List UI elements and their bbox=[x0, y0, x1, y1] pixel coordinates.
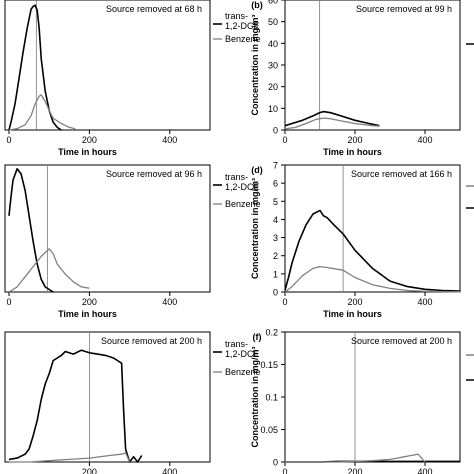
series-line-gray bbox=[8, 248, 90, 293]
x-tick-label: 400 bbox=[162, 135, 177, 145]
y-tick-label: 0.1 bbox=[265, 393, 278, 403]
panel-label: (d) bbox=[251, 165, 263, 175]
x-axis-label: Time in hours bbox=[58, 309, 117, 319]
x-tick-label: 200 bbox=[82, 135, 97, 145]
x-axis-label: Time in hours bbox=[323, 147, 382, 157]
y-tick-label: 0.15 bbox=[260, 360, 278, 370]
y-tick-label: 0 bbox=[273, 288, 278, 298]
y-tick-label: 0 bbox=[273, 126, 278, 136]
x-tick-label: 200 bbox=[82, 467, 97, 474]
x-tick-label: 0 bbox=[282, 467, 287, 474]
x-tick-label: 400 bbox=[417, 297, 432, 307]
source-removed-annotation: Source removed at 200 h bbox=[101, 336, 202, 346]
y-tick-label: 7 bbox=[273, 161, 278, 171]
series-line-dark bbox=[8, 168, 54, 293]
y-axis-label: Concentration in mg/m³ bbox=[250, 346, 260, 447]
source-removed-annotation: Source removed at 68 h bbox=[106, 4, 202, 14]
panel-label: (f) bbox=[253, 332, 262, 342]
y-tick-label: 6 bbox=[273, 179, 278, 189]
y-tick-label: 30 bbox=[268, 61, 278, 71]
plot-frame bbox=[4, 164, 211, 293]
y-tick-label: 4 bbox=[273, 215, 278, 225]
plot-frame bbox=[4, 0, 211, 131]
source-removed-annotation: Source removed at 99 h bbox=[356, 4, 452, 14]
series-line-dark bbox=[8, 4, 62, 131]
panel-b: 0 10 20 30 40 50 60 Concentration in mg/m³ 0 200 4… bbox=[250, 0, 461, 157]
series-line-gray bbox=[284, 117, 380, 130]
y-tick-label: 2 bbox=[273, 251, 278, 261]
legend-label: Benzene bbox=[225, 199, 261, 209]
legend-label: Benzene bbox=[225, 367, 261, 377]
x-tick-label: 400 bbox=[417, 135, 432, 145]
y-tick-label: 50 bbox=[268, 17, 278, 27]
x-tick-label: 0 bbox=[282, 135, 287, 145]
y-tick-label: 60 bbox=[268, 0, 278, 6]
panel-f: 0 0.05 0.1 0.15 0.2 Concentration in mg/m³ 0 20… bbox=[250, 328, 461, 474]
panel-label: (b) bbox=[251, 0, 263, 10]
legend-label: trans-1,2-DCE bbox=[225, 339, 260, 359]
source-removed-annotation: Source removed at 166 h bbox=[351, 169, 452, 179]
legend-label: trans-1,2-DCE bbox=[225, 11, 260, 31]
x-tick-label: 400 bbox=[417, 467, 432, 474]
y-tick-label: 20 bbox=[268, 82, 278, 92]
y-tick-label: 0.2 bbox=[265, 328, 278, 338]
plot-frame bbox=[284, 331, 461, 463]
panel-a: 0 200 400 Time in hours Source removed at 68… bbox=[4, 0, 261, 157]
legend-label: trans-1,2-DCE bbox=[225, 172, 260, 192]
panel-c: 0 200 400 Time in hours Source removed at 96… bbox=[4, 164, 261, 319]
x-tick-label: 200 bbox=[347, 467, 362, 474]
y-tick-label: 0 bbox=[273, 458, 278, 468]
series-line-dark bbox=[8, 349, 143, 463]
series-line-gray bbox=[9, 452, 131, 463]
source-removed-annotation: Source removed at 96 h bbox=[106, 169, 202, 179]
y-tick-label: 1 bbox=[273, 269, 278, 279]
y-tick-label: 40 bbox=[268, 39, 278, 49]
x-axis-label: Time in hours bbox=[323, 309, 382, 319]
plot-frame bbox=[284, 164, 461, 293]
x-tick-label: 0 bbox=[7, 297, 12, 307]
x-tick-label: 200 bbox=[82, 297, 97, 307]
series-line-gray bbox=[8, 94, 76, 131]
y-axis-label: Concentration in mg/m³ bbox=[250, 14, 260, 115]
panel-d: 0 1 2 3 4 5 6 7 Concentration in mg/m³ 0 200 400 Tim… bbox=[250, 161, 461, 319]
plot-frame bbox=[4, 331, 211, 463]
y-axis-label: Concentration in mg/m³ bbox=[250, 178, 260, 279]
series-line-gray bbox=[285, 453, 426, 463]
series-line-dark bbox=[284, 209, 461, 292]
x-tick-label: 200 bbox=[347, 297, 362, 307]
y-tick-label: 3 bbox=[273, 233, 278, 243]
series-line-dark bbox=[284, 110, 380, 127]
x-tick-label: 400 bbox=[162, 297, 177, 307]
x-tick-label: 200 bbox=[347, 135, 362, 145]
x-tick-label: 0 bbox=[7, 135, 12, 145]
y-tick-label: 5 bbox=[273, 197, 278, 207]
x-tick-label: 0 bbox=[282, 297, 287, 307]
series-line-gray bbox=[284, 265, 461, 293]
x-tick-label: 400 bbox=[162, 467, 177, 474]
x-axis-label: Time in hours bbox=[58, 147, 117, 157]
y-tick-label: 10 bbox=[268, 104, 278, 114]
plot-frame bbox=[284, 0, 461, 131]
y-tick-label: 0.05 bbox=[260, 425, 278, 435]
source-removed-annotation: Source removed at 200 h bbox=[351, 336, 452, 346]
legend-label: Benzene bbox=[225, 34, 261, 44]
